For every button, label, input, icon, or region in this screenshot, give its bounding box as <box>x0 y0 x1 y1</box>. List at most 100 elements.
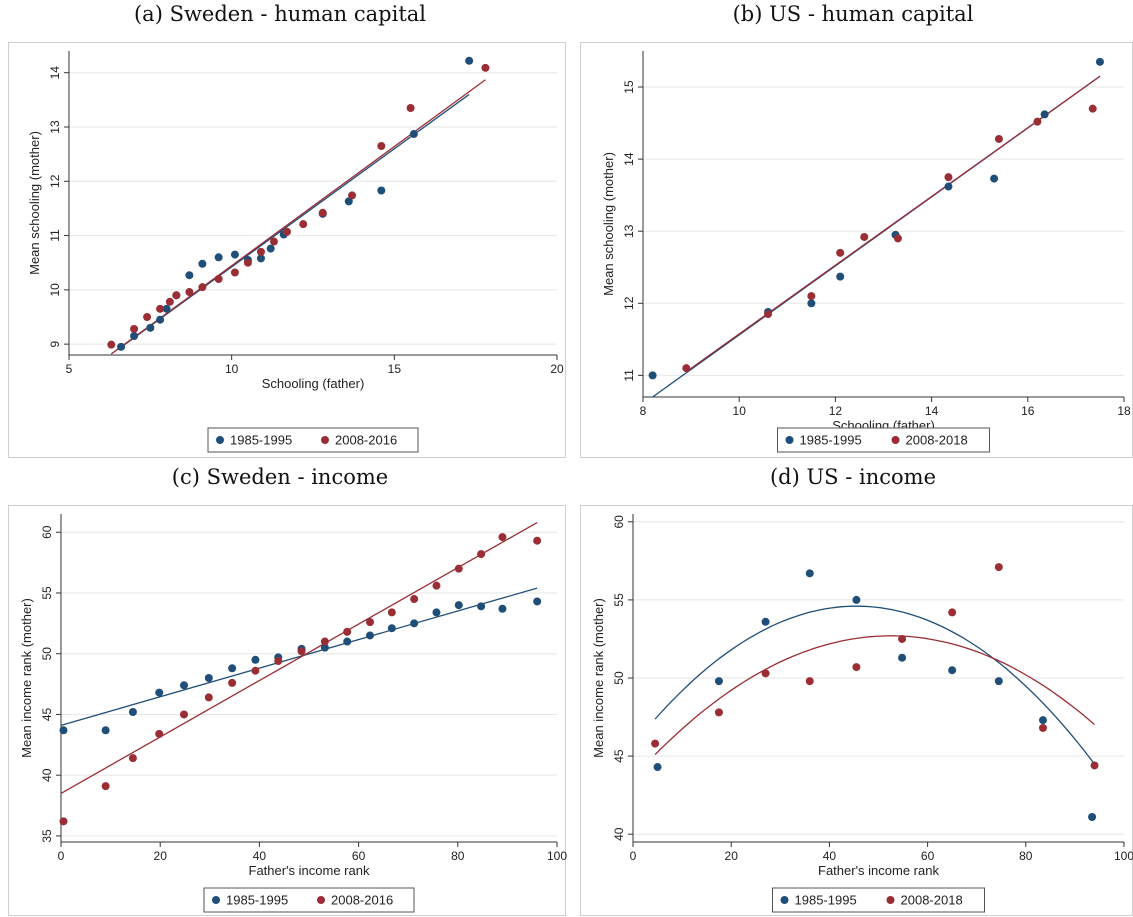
data-point-series-1 <box>860 232 869 241</box>
data-point-series-0 <box>807 299 816 308</box>
data-point-series-1 <box>204 693 213 702</box>
legend-marker <box>216 436 224 444</box>
data-point-series-1 <box>318 208 327 217</box>
legend-box <box>207 427 419 453</box>
data-point-series-0 <box>251 655 260 664</box>
data-point-series-0 <box>410 619 419 628</box>
legend-marker <box>212 896 220 904</box>
data-point-series-0 <box>128 708 137 717</box>
data-point-series-1 <box>282 227 291 236</box>
data-point-series-1 <box>406 104 415 112</box>
data-point-series-1 <box>761 669 770 678</box>
y-tick-label: 35 <box>40 829 54 843</box>
caption-a: (a) Sweden - human capital <box>133 2 426 26</box>
legend-marker <box>317 896 325 904</box>
data-point-series-0 <box>377 186 386 195</box>
data-point-series-0 <box>366 631 375 640</box>
y-tick-label: 55 <box>612 593 626 607</box>
x-axis-title: Father's income rank <box>818 863 939 878</box>
chart-panel-a: 9 10 11 12 13 14 5 10 15 20 Schooling (father) Mean… <box>8 42 566 458</box>
legend-entry: 1985-1995 <box>230 433 292 448</box>
x-tick-label: 60 <box>921 849 935 863</box>
legend-marker <box>780 896 789 904</box>
data-point-series-1 <box>893 234 902 243</box>
data-point-series-0 <box>498 604 507 613</box>
data-point-series-0 <box>228 664 237 673</box>
legend-marker <box>891 436 900 444</box>
legend-entry: 1985-1995 <box>800 433 862 448</box>
data-point-series-0 <box>343 637 352 646</box>
data-point-series-0 <box>344 197 353 206</box>
data-point-series-0 <box>256 254 265 263</box>
data-point-series-1 <box>299 220 308 229</box>
chart-svg-a: 9 10 11 12 13 14 5 10 15 20 Schooling (father) Mean… <box>27 51 564 453</box>
data-point-series-0 <box>898 653 907 662</box>
data-point-series-0 <box>204 674 213 682</box>
data-point-series-1 <box>805 677 814 686</box>
caption-b: (b) US - human capital <box>732 2 974 26</box>
fit-line-series-0 <box>117 93 470 351</box>
data-point-series-1 <box>198 283 207 292</box>
chart-svg-c: 35 40 45 50 55 60 0 20 40 60 80 100 Father's income … <box>19 514 567 913</box>
legend-box <box>203 887 415 913</box>
data-point-series-0 <box>533 597 542 606</box>
data-point-series-0 <box>805 569 814 578</box>
x-tick-label: 0 <box>58 849 65 863</box>
x-tick-label: 16 <box>1021 404 1035 418</box>
data-point-series-0 <box>59 726 68 735</box>
y-tick-label: 13 <box>48 120 62 134</box>
chart-svg-d: 40 45 50 55 60 0 20 40 60 80 100 Father's income ra… <box>591 514 1133 913</box>
x-tick-label: 8 <box>640 404 647 418</box>
data-point-series-1 <box>343 627 352 636</box>
data-point-series-0 <box>320 643 329 652</box>
data-point-series-0 <box>387 624 396 633</box>
y-tick-label: 50 <box>612 671 626 685</box>
data-point-series-0 <box>155 688 164 697</box>
y-tick-label: 11 <box>48 229 62 242</box>
y-tick-label: 12 <box>48 174 62 188</box>
data-point-series-0 <box>1095 57 1104 66</box>
y-tick-label: 15 <box>622 80 636 94</box>
data-point-series-1 <box>101 782 110 791</box>
x-tick-label: 40 <box>253 849 267 863</box>
data-point-series-1 <box>320 637 329 646</box>
data-point-series-1 <box>366 618 375 627</box>
data-point-series-0 <box>990 174 999 183</box>
legend-marker <box>321 436 329 444</box>
data-point-series-1 <box>533 536 542 545</box>
x-axis-title: Schooling (father) <box>262 376 365 391</box>
y-axis-title: Mean income rank (mother) <box>19 598 34 758</box>
y-tick-label: 40 <box>40 768 54 782</box>
legend-entry: 2008-2018 <box>906 433 968 448</box>
fit-line-series-1 <box>110 79 486 355</box>
y-tick-label: 40 <box>612 827 626 841</box>
data-point-series-1 <box>155 729 164 738</box>
data-point-series-0 <box>266 244 275 253</box>
x-tick-label: 80 <box>451 849 465 863</box>
data-point-series-0 <box>198 259 207 268</box>
data-point-series-1 <box>432 581 441 590</box>
data-point-series-0 <box>185 271 194 280</box>
data-point-series-1 <box>1033 117 1042 126</box>
data-point-series-1 <box>172 291 181 300</box>
y-tick-label: 13 <box>622 224 636 238</box>
data-point-series-0 <box>852 595 861 604</box>
chart-panel-d: 40 45 50 55 60 0 20 40 60 80 100 Father's income ra… <box>580 505 1133 916</box>
data-point-series-1 <box>180 710 189 719</box>
data-point-series-0 <box>156 315 165 324</box>
x-tick-label: 20 <box>550 362 564 376</box>
legend-entry: 1985-1995 <box>226 893 288 908</box>
data-point-series-1 <box>898 634 907 643</box>
data-point-series-1 <box>59 817 68 826</box>
data-point-series-1 <box>1090 761 1099 770</box>
chart-panel-c: 35 40 45 50 55 60 0 20 40 60 80 100 Father's income … <box>8 505 567 916</box>
x-tick-label: 15 <box>388 362 402 376</box>
data-point-series-0 <box>994 677 1003 686</box>
fit-line-series-1 <box>685 75 1101 373</box>
data-point-series-0 <box>836 272 845 281</box>
data-point-series-0 <box>465 56 474 65</box>
fit-line-series-0 <box>60 587 538 727</box>
y-tick-label: 50 <box>40 647 54 661</box>
data-point-series-1 <box>185 288 194 297</box>
data-point-series-1 <box>251 666 260 675</box>
